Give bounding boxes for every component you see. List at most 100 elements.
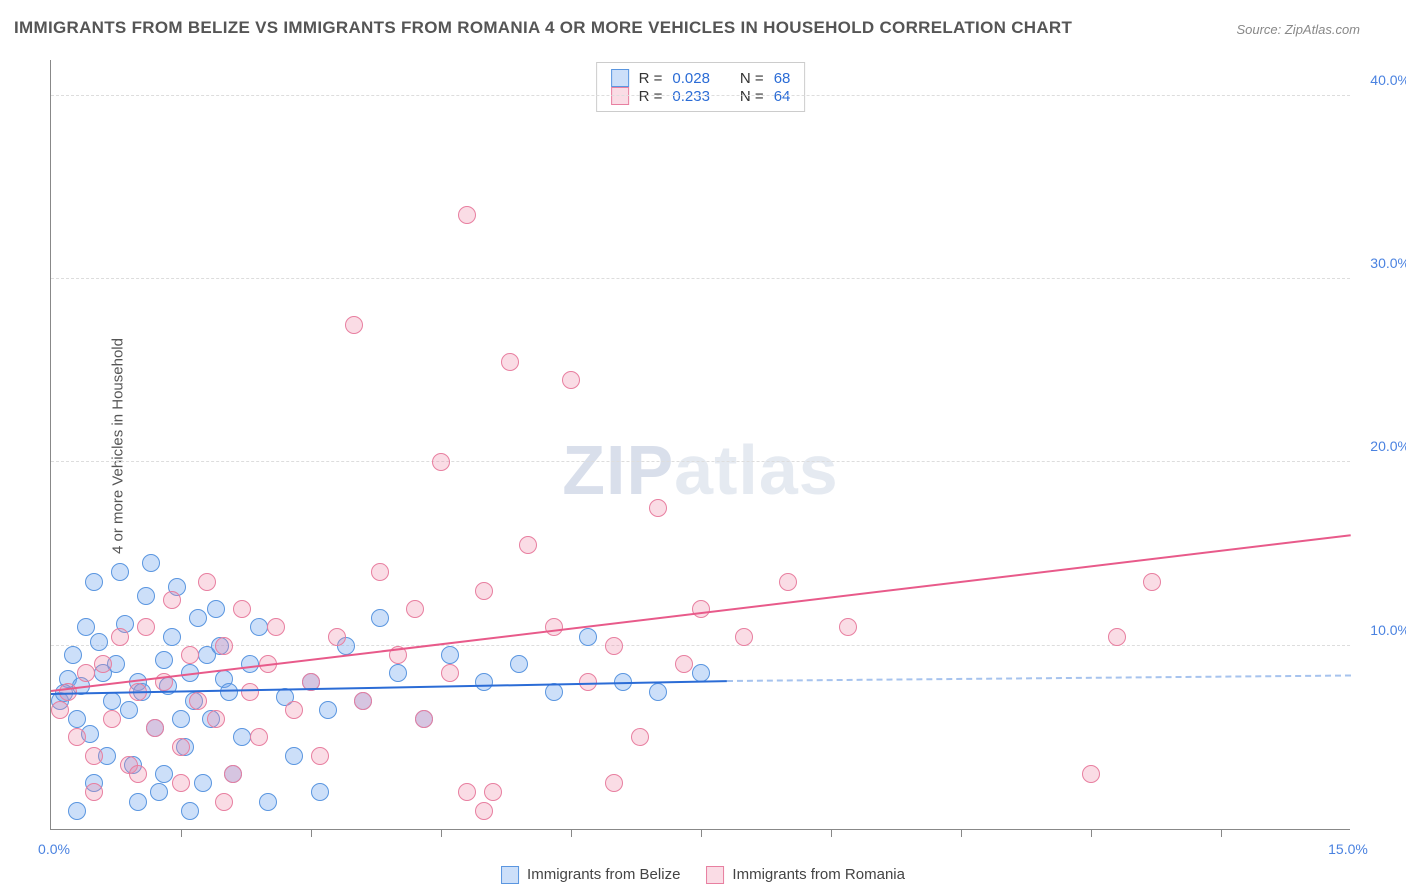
gridline — [51, 461, 1350, 462]
data-point — [77, 664, 95, 682]
data-point — [475, 802, 493, 820]
data-point — [142, 554, 160, 572]
data-point — [475, 582, 493, 600]
data-point — [94, 655, 112, 673]
watermark: ZIPatlas — [562, 430, 838, 510]
x-tick — [441, 829, 442, 837]
data-point — [519, 536, 537, 554]
data-point — [64, 646, 82, 664]
data-point — [51, 701, 69, 719]
data-point — [311, 783, 329, 801]
data-point — [68, 710, 86, 728]
data-point — [1108, 628, 1126, 646]
data-point — [649, 499, 667, 517]
x-tick-label: 15.0% — [1328, 841, 1368, 857]
x-tick — [701, 829, 702, 837]
data-point — [692, 600, 710, 618]
data-point — [85, 747, 103, 765]
x-tick — [831, 829, 832, 837]
x-tick-label: 0.0% — [38, 841, 70, 857]
legend-swatch — [706, 866, 724, 884]
legend-swatch — [611, 87, 629, 105]
data-point — [371, 563, 389, 581]
x-tick — [1091, 829, 1092, 837]
data-point — [328, 628, 346, 646]
data-point — [692, 664, 710, 682]
data-point — [155, 651, 173, 669]
data-point — [189, 609, 207, 627]
data-point — [181, 802, 199, 820]
data-point — [85, 573, 103, 591]
legend-swatch — [611, 69, 629, 87]
data-point — [1143, 573, 1161, 591]
data-point — [241, 683, 259, 701]
data-point — [189, 692, 207, 710]
data-point — [215, 637, 233, 655]
data-point — [68, 802, 86, 820]
data-point — [389, 664, 407, 682]
data-point — [120, 701, 138, 719]
y-tick-label: 20.0% — [1358, 438, 1406, 454]
data-point — [458, 206, 476, 224]
data-point — [233, 600, 251, 618]
data-point — [111, 563, 129, 581]
legend-item: Immigrants from Romania — [706, 866, 905, 884]
x-tick — [181, 829, 182, 837]
data-point — [59, 683, 77, 701]
legend-item: Immigrants from Belize — [501, 866, 680, 884]
data-point — [215, 793, 233, 811]
data-point — [85, 783, 103, 801]
gridline — [51, 645, 1350, 646]
data-point — [605, 774, 623, 792]
data-point — [241, 655, 259, 673]
data-point — [735, 628, 753, 646]
x-tick — [571, 829, 572, 837]
data-point — [484, 783, 502, 801]
data-point — [458, 783, 476, 801]
data-point — [605, 637, 623, 655]
data-point — [319, 701, 337, 719]
data-point — [163, 591, 181, 609]
data-point — [146, 719, 164, 737]
data-point — [207, 600, 225, 618]
data-point — [415, 710, 433, 728]
y-tick-label: 30.0% — [1358, 255, 1406, 271]
data-point — [163, 628, 181, 646]
source-label: Source: ZipAtlas.com — [1236, 22, 1360, 37]
data-point — [68, 728, 86, 746]
data-point — [155, 765, 173, 783]
data-point — [198, 573, 216, 591]
data-point — [250, 728, 268, 746]
data-point — [285, 701, 303, 719]
data-point — [181, 646, 199, 664]
data-point — [77, 618, 95, 636]
y-tick-label: 10.0% — [1358, 622, 1406, 638]
data-point — [432, 453, 450, 471]
data-point — [631, 728, 649, 746]
data-point — [501, 353, 519, 371]
data-point — [111, 628, 129, 646]
data-point — [545, 618, 563, 636]
data-point — [129, 793, 147, 811]
legend-row: R =0.028N =68 — [611, 69, 791, 87]
data-point — [90, 633, 108, 651]
data-point — [510, 655, 528, 673]
data-point — [562, 371, 580, 389]
data-point — [267, 618, 285, 636]
trend-line — [727, 675, 1351, 682]
data-point — [103, 710, 121, 728]
data-point — [250, 618, 268, 636]
series-legend: Immigrants from Belize Immigrants from Ro… — [501, 866, 905, 884]
data-point — [1082, 765, 1100, 783]
data-point — [311, 747, 329, 765]
x-tick — [1221, 829, 1222, 837]
data-point — [779, 573, 797, 591]
data-point — [345, 316, 363, 334]
data-point — [371, 609, 389, 627]
data-point — [475, 673, 493, 691]
data-point — [675, 655, 693, 673]
data-point — [441, 664, 459, 682]
x-tick — [311, 829, 312, 837]
data-point — [441, 646, 459, 664]
data-point — [150, 783, 168, 801]
